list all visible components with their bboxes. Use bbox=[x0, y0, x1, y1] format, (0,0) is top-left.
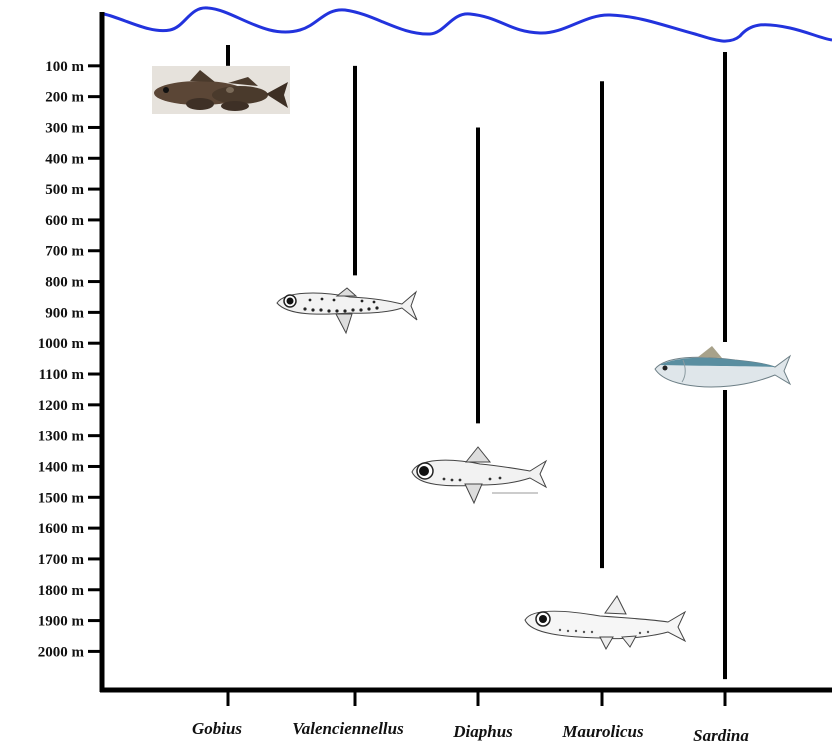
depth-tick-label: 500 m bbox=[45, 182, 84, 198]
depth-ticks: 100 m 200 m 300 m 400 m 500 m 600 m 700 m 800 m… bbox=[38, 59, 102, 660]
genus-label-maurolicus: Maurolicus bbox=[561, 722, 644, 741]
depth-tick-label: 1700 m bbox=[38, 552, 85, 568]
depth-tick-label: 800 m bbox=[45, 275, 84, 291]
depth-tick-label: 1000 m bbox=[38, 336, 85, 352]
genus-label-gobius: Gobius bbox=[192, 719, 242, 738]
depth-tick-label: 1400 m bbox=[38, 459, 85, 475]
depth-tick-label: 1900 m bbox=[38, 614, 85, 630]
depth-tick-label: 400 m bbox=[45, 151, 84, 167]
depth-range-bars bbox=[226, 45, 727, 680]
genus-ticks bbox=[226, 690, 727, 706]
depth-tick-label: 200 m bbox=[45, 90, 84, 106]
depth-tick-label: 1600 m bbox=[38, 521, 85, 537]
depth-tick-label: 2000 m bbox=[38, 644, 85, 660]
pearlside-drawing-icon bbox=[524, 595, 687, 651]
genus-label-valenciennellus: Valenciennellus bbox=[292, 719, 404, 738]
depth-tick-label: 1100 m bbox=[39, 367, 85, 383]
depth-tick-label: 1200 m bbox=[38, 398, 85, 414]
water-surface-wave bbox=[103, 6, 832, 43]
genus-label-diaphus: Diaphus bbox=[452, 722, 513, 741]
genus-label-sardina: Sardina bbox=[693, 726, 749, 745]
hatchetfish-drawing-icon bbox=[276, 287, 418, 335]
depth-tick-label: 100 m bbox=[45, 59, 84, 75]
genus-labels: Gobius Valenciennellus Diaphus Maurolicus Sa… bbox=[192, 719, 749, 745]
depth-tick-label: 1500 m bbox=[38, 490, 85, 506]
lanternfish-drawing-icon bbox=[411, 446, 548, 505]
depth-tick-label: 1800 m bbox=[38, 583, 85, 599]
sardine-photo-icon bbox=[652, 342, 792, 390]
depth-tick-label: 900 m bbox=[45, 305, 84, 321]
depth-tick-label: 300 m bbox=[45, 120, 84, 136]
depth-tick-label: 700 m bbox=[45, 244, 84, 260]
depth-tick-label: 1300 m bbox=[38, 429, 85, 445]
depth-tick-label: 600 m bbox=[45, 213, 84, 229]
goby-photo-icon bbox=[152, 66, 290, 114]
